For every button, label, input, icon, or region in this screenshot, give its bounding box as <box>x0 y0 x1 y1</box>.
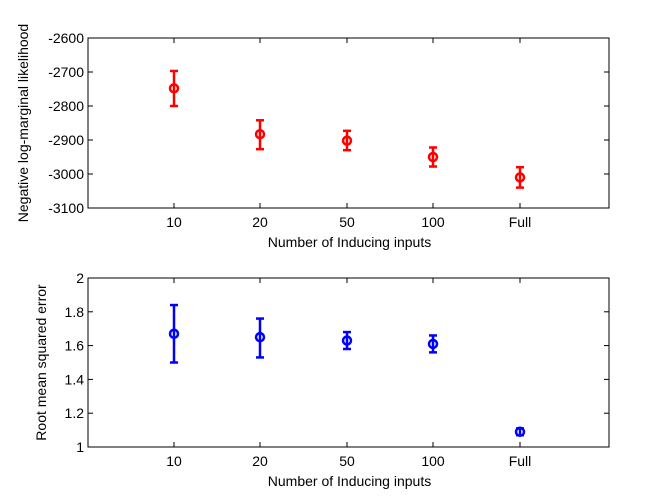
bottom-data-point <box>427 338 439 350</box>
top-y-axis-label: Negative log-marginal likelihood <box>15 24 31 222</box>
bottom-axes-box <box>87 277 610 448</box>
bottom-data-point <box>341 335 353 346</box>
bottom-y-tick-label: 1.4 <box>65 371 85 387</box>
bottom-data-point <box>514 426 526 438</box>
top-axes-box <box>87 37 610 209</box>
bottom-y-tick-label: 1.2 <box>65 405 85 421</box>
bottom-x-tick-label: 100 <box>421 453 445 469</box>
bottom-x-tick-label: 10 <box>166 453 182 469</box>
bottom-data-point <box>168 328 180 340</box>
bottom-x-axis-label: Number of Inducing inputs <box>268 473 431 489</box>
bottom-plot: 1 1.2 1.4 1.6 1.8 2 10 20 50 100 Full Number of Ind… <box>33 270 610 489</box>
top-y-tick-label: -3000 <box>48 166 84 182</box>
top-y-tick-label: -2900 <box>48 132 84 148</box>
bottom-x-tick-label: 50 <box>339 453 355 469</box>
top-x-tick-label: 100 <box>421 214 445 230</box>
top-y-tick-label: -2600 <box>48 30 84 46</box>
top-x-tick-label: Full <box>509 214 532 230</box>
top-x-tick-label: 50 <box>339 214 355 230</box>
bottom-y-tick-label: 2 <box>76 270 84 286</box>
top-y-tick-label: -2800 <box>48 98 84 114</box>
bottom-y-tick-label: 1.8 <box>65 304 85 320</box>
bottom-x-tick-label: 20 <box>252 453 268 469</box>
top-data-point <box>341 135 353 146</box>
top-x-tick-label: 20 <box>252 214 268 230</box>
top-y-tick-label: -3100 <box>48 200 84 216</box>
top-data-point <box>514 172 526 183</box>
bottom-y-tick-label: 1.6 <box>65 338 85 354</box>
top-data-point <box>427 151 439 163</box>
bottom-y-axis-label: Root mean squared error <box>33 284 49 441</box>
bottom-y-tick-label: 1 <box>76 439 84 455</box>
top-y-tick-label: -2700 <box>48 64 84 80</box>
top-x-tick-label: 10 <box>166 214 182 230</box>
bottom-x-tick-label: Full <box>509 453 532 469</box>
top-x-axis-label: Number of Inducing inputs <box>268 234 431 250</box>
top-data-point <box>168 83 180 94</box>
bottom-data-point <box>254 331 266 343</box>
top-plot: -2600 -2700 -2800 -2900 -3000 -3100 10 20 50 100 F… <box>15 24 610 250</box>
top-data-point <box>254 128 266 140</box>
